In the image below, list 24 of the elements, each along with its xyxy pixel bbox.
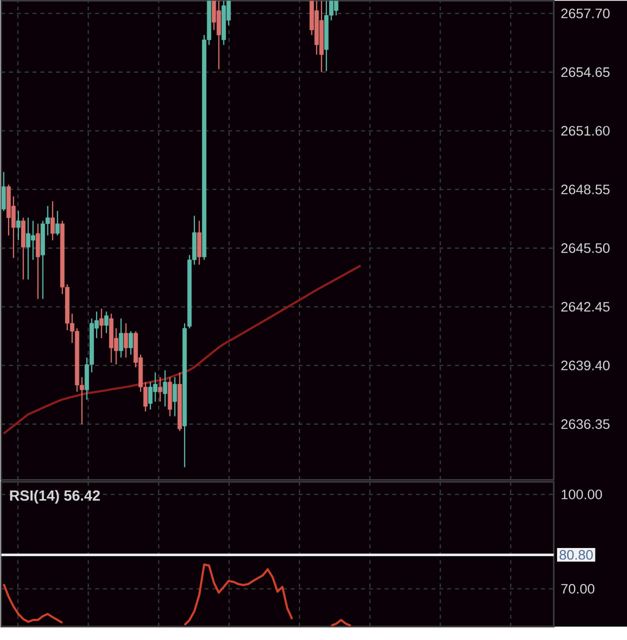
y-tick-label: 2645.50 [561,243,610,253]
candlestick [172,376,177,417]
candlestick [50,200,55,241]
candlestick [158,376,162,402]
y-tick-label: 2657.70 [561,8,610,18]
y-tick-label: 100.00 [562,490,602,500]
candlestick [118,318,124,358]
candlestick [99,308,104,339]
text: RSI(14) 56.42 [10,490,100,504]
candlestick [16,210,20,241]
y-tick-label: 2651.60 [561,126,610,136]
candlestick [162,370,168,408]
y-tick-label: 70.00 [561,584,594,594]
y-tick-label: 2639.40 [561,360,610,370]
candlestick [55,210,60,236]
candlestick [124,322,128,358]
ref-line-label: 80.80 [560,550,593,560]
candlestick [128,330,133,356]
y-tick-label: 2654.65 [561,67,610,77]
y-tick-label: 2648.55 [561,184,610,194]
y-tick-label: 2642.45 [561,302,610,312]
candlestick [36,223,40,300]
y-tick-label: 2636.35 [561,419,610,429]
candlestick [104,311,108,334]
